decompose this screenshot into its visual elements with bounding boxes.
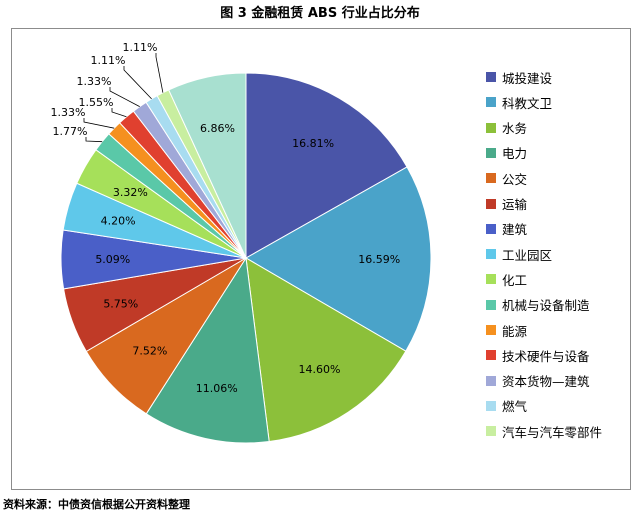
legend-item: 建筑 [486,219,527,239]
legend-swatch [486,299,496,310]
label-leader-line [83,118,115,129]
legend-label: 汽车与汽车零部件 [502,424,603,440]
chart-frame: 16.81% 16.59% 14.60% 11.06% 7.52% 5.75% 5.09% 4… [11,28,631,490]
slice-data-label: 16.59% [358,253,400,266]
legend-swatch [486,72,496,82]
slice-data-label: 14.60% [299,363,341,376]
pie-chart: 16.81% 16.59% 14.60% 11.06% 7.52% 5.75% 5.09% 4… [51,41,432,444]
legend-label: 运输 [502,197,528,212]
legend-swatch [486,426,496,437]
slice-data-label: 4.20% [101,215,136,228]
legend-label: 燃气 [502,399,528,415]
legend-swatch [486,147,496,158]
legend-swatch [486,122,496,133]
legend-swatch [486,173,496,184]
legend-item: 科教文卫 [486,92,552,112]
legend-swatch [486,97,496,108]
legend-swatch [486,375,496,386]
legend-label: 建筑 [502,222,528,238]
legend-label: 化工 [502,272,528,288]
legend-swatch [486,223,496,234]
label-leader-line [123,66,152,100]
pie-slice [245,257,407,443]
slice-data-label: 1.55% [79,96,114,109]
slice-data-label: 1.33% [77,75,112,88]
slice-data-label: 1.11% [91,54,126,67]
slice-data-label: 11.06% [196,382,238,395]
legend-item: 燃气 [486,396,527,416]
legend-label: 城投建设 [502,70,553,86]
legend-item: 工业园区 [486,244,552,264]
slice-data-label: 1.33% [51,106,86,119]
slice-data-label: 5.09% [95,253,130,266]
legend-label: 科教文卫 [502,95,553,111]
legend-item: 化工 [486,269,527,289]
source-note: 资料来源：中债资信根据公开资料整理 [3,498,190,511]
legend-label: 水务 [502,121,528,137]
label-leader-line [109,87,140,107]
label-leader-line [85,137,103,143]
legend-swatch [486,350,496,361]
slice-data-label: 16.81% [292,137,334,150]
legend-label: 工业园区 [502,247,553,263]
slice-data-label: 5.75% [103,298,138,311]
label-leader-line [111,108,127,118]
legend-label: 资本货物—建筑 [502,374,590,390]
legend-swatch [486,249,496,260]
legend-item: 运输 [486,194,527,214]
slice-data-label: 1.11% [123,41,158,54]
legend-item: 城投建设 [486,67,552,87]
legend-label: 技术硬件与设备 [502,348,590,364]
pie-slice [145,256,270,444]
legend-item: 公交 [486,168,527,188]
legend-item: 资本货物—建筑 [486,371,590,391]
slice-data-label: 1.77% [53,125,88,138]
legend-item: 汽车与汽车零部件 [486,421,602,441]
legend-item: 技术硬件与设备 [486,345,590,365]
slice-data-label: 3.32% [113,186,148,199]
legend-label: 能源 [502,323,528,339]
legend-swatch [486,400,496,411]
legend-label: 公交 [502,171,528,187]
legend-item: 机械与设备制造 [486,295,590,315]
slice-data-label: 7.52% [132,344,167,357]
pie-slice [168,72,247,259]
legend-swatch [486,198,496,209]
legend-item: 水务 [486,118,527,138]
legend-label: 机械与设备制造 [502,298,590,314]
slice-data-label: 6.86% [200,122,235,135]
legend-swatch [486,274,496,285]
label-leader-line [155,53,164,93]
chart-title: 图 3 金融租赁 ABS 行业占比分布 [220,6,420,21]
legend-item: 能源 [486,320,527,340]
pie-slice [244,166,432,352]
pie-slice [245,72,408,259]
legend-label: 电力 [502,146,528,162]
legend-item: 电力 [486,143,527,163]
legend-swatch [486,325,496,335]
